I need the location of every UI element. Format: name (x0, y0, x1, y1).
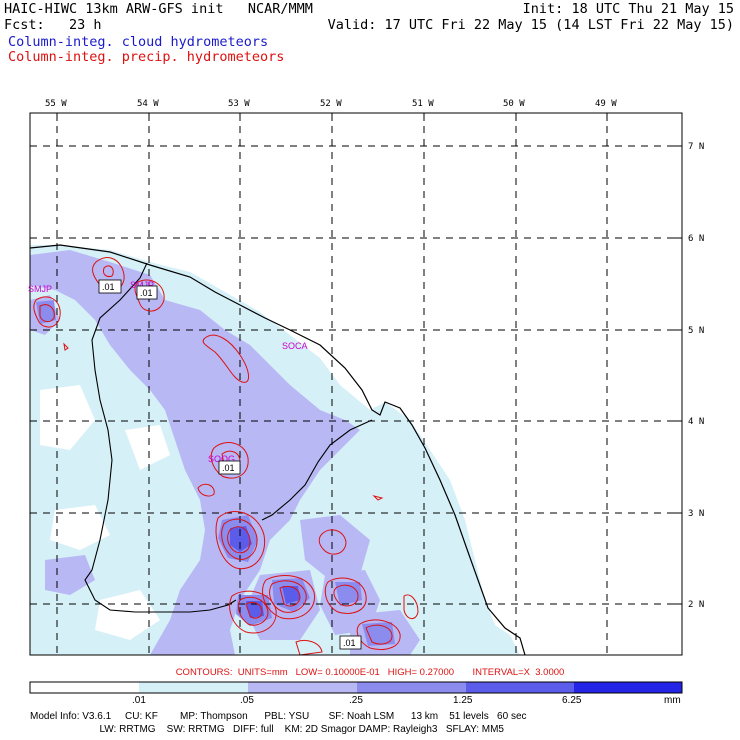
coastline (30, 244, 526, 655)
contour-label: .01 (102, 282, 115, 292)
cloud-field-title: Column-integ. cloud hydrometeors (8, 34, 269, 50)
lat-labels: 7 N 6 N 5 N 4 N 3 N 2 N (688, 142, 704, 610)
lon-label: 55 W (45, 99, 67, 109)
model-info-line2: LW: RRTMG SW: RRTMG DIFF: full KM: 2D Sm… (30, 724, 504, 735)
valid-time: Valid: 17 UTC Fri 22 May 15 (14 LST Fri … (327, 17, 734, 33)
lon-label: 49 W (595, 99, 617, 109)
contour-label: .01 (222, 463, 235, 473)
lon-labels: 55 W 54 W 53 W 52 W 51 W 50 W 49 W (45, 99, 617, 109)
lat-label: 7 N (688, 142, 704, 152)
model-info-line1: Model Info: V3.6.1 CU: KF MP: Thompson P… (30, 711, 527, 722)
station-label: SOCA (282, 341, 308, 351)
lon-label: 54 W (137, 99, 159, 109)
lat-label: 2 N (688, 600, 704, 610)
legend-unit: mm (664, 695, 681, 706)
borders (84, 262, 373, 613)
model-title: HAIC-HIWC 13km ARW-GFS init NCAR/MMM (4, 1, 313, 17)
legend-tick: .05 (240, 695, 254, 706)
lat-label: 3 N (688, 509, 704, 519)
lat-label: 6 N (688, 234, 704, 244)
forecast-hour: Fcst: 23 h (4, 17, 102, 33)
legend-tick: .25 (349, 695, 363, 706)
station-label: SMJP (28, 284, 52, 294)
lat-lon-grid (30, 113, 682, 655)
contour-info: CONTOURS: UNITS=mm LOW= 0.10000E-01 HIGH… (175, 667, 565, 678)
lon-label: 50 W (503, 99, 525, 109)
lon-label: 53 W (228, 99, 250, 109)
lat-label: 4 N (688, 417, 704, 427)
station-label: SMJP (130, 280, 154, 290)
frame-ticks (56, 113, 682, 605)
station-label: SOOG (208, 454, 235, 464)
legend-tick: 6.25 (562, 695, 582, 706)
precip-contours (33, 257, 419, 655)
map-frame (29, 112, 683, 656)
legend-tick: .01 (132, 695, 146, 706)
contour-label: .01 (343, 638, 356, 648)
contour-label: .01 (140, 288, 153, 298)
shaded-field (30, 245, 520, 655)
lat-label: 5 N (688, 326, 704, 336)
lon-label: 51 W (412, 99, 434, 109)
lon-label: 52 W (320, 99, 342, 109)
precip-field-title: Column-integ. precip. hydrometeors (8, 49, 285, 65)
legend-tick: 1.25 (453, 695, 473, 706)
init-time: Init: 18 UTC Thu 21 May 15 (522, 1, 734, 17)
color-legend-bar (29, 681, 683, 694)
contour-value-labels: .01 .01 .01 .01 (98, 279, 362, 650)
station-labels: SMJP SMJP SOCA SOOG (28, 280, 308, 464)
